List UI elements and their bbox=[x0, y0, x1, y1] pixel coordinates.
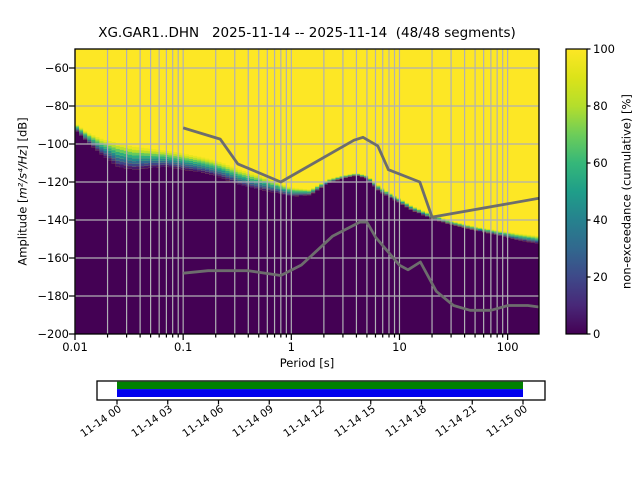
axes-frame bbox=[74, 48, 540, 335]
y-tick-label: −180 bbox=[37, 289, 69, 303]
y-tick-label: −100 bbox=[37, 137, 69, 151]
x-tick-label: 10 bbox=[392, 340, 407, 354]
colorbar-tick-label: 100 bbox=[593, 42, 615, 56]
x-tick-label: 0.01 bbox=[62, 340, 88, 354]
x-tick-label: 1 bbox=[287, 340, 295, 354]
x-tick-label: 0.1 bbox=[174, 340, 193, 354]
y-tick-label: −80 bbox=[44, 99, 69, 113]
x-tick-label: 100 bbox=[496, 340, 519, 354]
y-tick-label: −200 bbox=[37, 327, 69, 341]
y-tick-label: −120 bbox=[37, 175, 69, 189]
y-tick-label: −160 bbox=[37, 251, 69, 265]
timeline-data-bar bbox=[117, 381, 523, 390]
y-tick-label: −140 bbox=[37, 213, 69, 227]
noise-model-lines bbox=[182, 126, 540, 312]
colorbar-tick-label: 40 bbox=[593, 213, 608, 227]
plot-title: XG.GAR1..DHN 2025-11-14 -- 2025-11-14 (4… bbox=[98, 25, 516, 41]
colorbar-tick-label: 60 bbox=[593, 156, 608, 170]
Peterson NLNM bbox=[183, 220, 540, 312]
colorbar-tick-label: 0 bbox=[593, 327, 601, 341]
colorbar-label: non-exceedance (cumulative) [%] bbox=[619, 94, 634, 289]
ppsd-histogram bbox=[75, 49, 539, 334]
y-tick-label: −60 bbox=[44, 61, 69, 75]
colorbar-tick-label: 20 bbox=[593, 270, 608, 284]
colorbar-tick-label: 80 bbox=[593, 99, 608, 113]
tick-marks bbox=[69, 48, 591, 405]
colorbar bbox=[565, 48, 588, 335]
x-axis-label: Period [s] bbox=[279, 356, 335, 370]
timeline-segments-bar bbox=[117, 389, 523, 397]
timeline-coverage-axis bbox=[96, 380, 546, 401]
Peterson NHNM bbox=[182, 126, 540, 219]
